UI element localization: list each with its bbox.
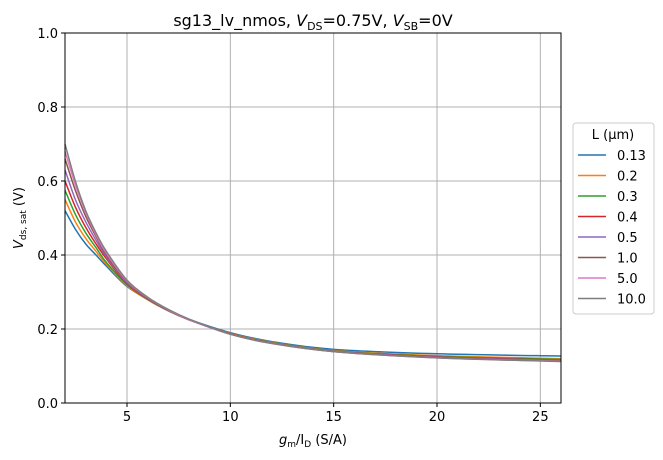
legend-label: 0.4 bbox=[617, 211, 638, 226]
legend-label: 1.0 bbox=[617, 252, 638, 267]
y-tick-label: 0.0 bbox=[37, 397, 58, 412]
x-axis-label: gm/ID (S/A) bbox=[279, 433, 347, 450]
y-tick-label: 1.0 bbox=[37, 27, 58, 42]
legend-box bbox=[572, 122, 655, 315]
y-axis-label: Vds, sat (V) bbox=[12, 187, 29, 249]
x-tick-label: 10 bbox=[222, 410, 239, 425]
series-line-0.2 bbox=[64, 199, 562, 360]
series-line-10.0 bbox=[64, 143, 562, 363]
ticks: 5 10 15 20 25 0.0 0.2 0.4 0.6 0.8 1.0 bbox=[37, 27, 548, 425]
plot-frame bbox=[64, 32, 562, 404]
y-tick-label: 0.6 bbox=[37, 175, 58, 190]
series-line-5.0 bbox=[64, 151, 562, 362]
legend-label: 5.0 bbox=[617, 272, 638, 287]
legend: L (µm) 0.13 0.2 0.3 0.4 0.5 1.0 5.0 10.0 bbox=[572, 122, 655, 315]
x-tick-label: 25 bbox=[532, 410, 549, 425]
x-tick-label: 5 bbox=[123, 410, 131, 425]
legend-label: 0.13 bbox=[617, 149, 646, 164]
legend-label: 0.5 bbox=[617, 231, 638, 246]
y-tick-label: 0.8 bbox=[37, 101, 58, 116]
y-tick-label: 0.4 bbox=[37, 249, 58, 264]
legend-title: L (µm) bbox=[592, 128, 634, 143]
legend-label: 10.0 bbox=[617, 293, 646, 308]
series-line-0.13 bbox=[64, 210, 562, 357]
legend-label: 0.2 bbox=[617, 170, 638, 185]
series-line-0.4 bbox=[64, 180, 562, 361]
series-line-1.0 bbox=[64, 158, 562, 362]
x-tick-label: 20 bbox=[429, 410, 446, 425]
series-lines bbox=[64, 143, 562, 363]
series-line-0.5 bbox=[64, 169, 562, 362]
x-tick-label: 15 bbox=[325, 410, 342, 425]
series-line-0.3 bbox=[64, 189, 562, 361]
legend-label: 0.3 bbox=[617, 190, 638, 205]
chart-title: sg13_lv_nmos, VDS=0.75V, VSB=0V bbox=[173, 11, 452, 33]
y-tick-label: 0.2 bbox=[37, 323, 58, 338]
